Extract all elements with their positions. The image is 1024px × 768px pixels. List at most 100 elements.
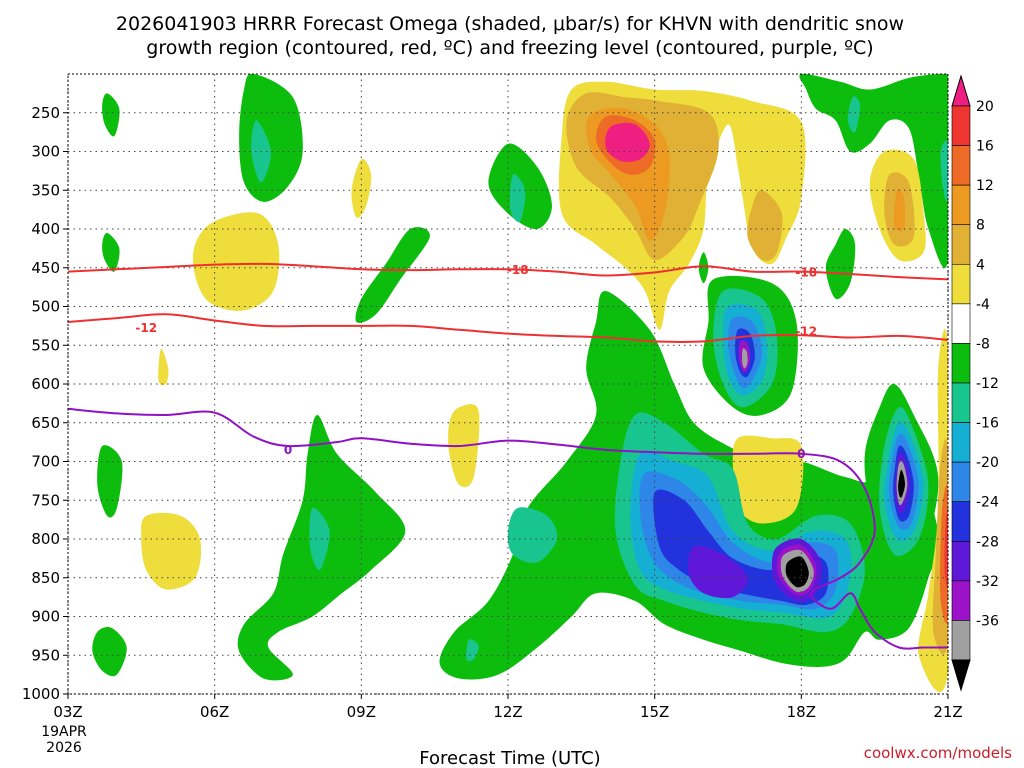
omega-region-31 (825, 229, 856, 300)
omega-region-6 (355, 227, 430, 323)
colorbar-label-2: 12 (976, 178, 994, 194)
omega-region-54 (898, 469, 906, 498)
y-tick-label-750: 750 (31, 491, 60, 509)
chart-title-line-1: 2026041903 HRRR Forecast Omega (shaded, … (116, 13, 904, 35)
omega-region-38 (742, 348, 748, 369)
omega-region-19 (732, 435, 804, 524)
colorbar-label-4: 4 (976, 257, 985, 273)
colorbar-label-11: -28 (976, 534, 999, 550)
omega-region-15 (92, 627, 127, 677)
y-tick-label-450: 450 (31, 259, 60, 277)
omega-region-30 (893, 188, 906, 232)
omega-region-11 (97, 445, 123, 518)
y-tick-label-800: 800 (31, 530, 60, 548)
dgz-warm-boundary-label: -12 (135, 321, 157, 335)
omega-region-57 (507, 507, 558, 563)
colorbar-band-6 (951, 343, 971, 384)
omega-region-5 (351, 158, 372, 218)
omega-region-32 (698, 252, 709, 284)
y-tick-label-500: 500 (31, 298, 60, 316)
freezing-level-label: 0 (284, 443, 292, 457)
colorbar-top-arrow (951, 74, 971, 107)
dgz-warm-boundary-east-label: -12 (795, 324, 817, 338)
x-axis-label: Forecast Time (UTC) (419, 748, 600, 768)
y-tick-label-350: 350 (31, 181, 60, 199)
colorbar-band-5 (951, 303, 971, 344)
colorbar-label-10: -24 (976, 495, 999, 511)
x-tick-label-15Z: 15Z (640, 703, 669, 721)
x-tick-label-21Z: 21Z (933, 703, 962, 721)
y-tick-label-950: 950 (31, 646, 60, 664)
dgz-cold-boundary-east-label: -18 (795, 265, 817, 279)
colorbar-bottom-arrow (951, 659, 971, 692)
dgz-cold-boundary-line (68, 262, 948, 281)
y-tick-label-700: 700 (31, 453, 60, 471)
colorbar-band-0 (951, 105, 971, 146)
colorbar-band-12 (951, 580, 971, 621)
colorbar: 20 16 12 8 4 -4 -8 -12 -16 -20 -24 -28 -32 -36 (951, 74, 999, 692)
contour-lines: -12 -18 -18 -12 0 0 (68, 262, 948, 650)
dgz-warm-boundary-line (68, 313, 948, 343)
omega-region-47 (785, 556, 809, 588)
omega-region-4 (192, 212, 280, 311)
chart-title-line-2: growth region (contoured, red, ºC) and f… (146, 37, 873, 59)
x-tick-label-09Z: 09Z (347, 703, 376, 721)
plot-area: -12 -18 -18 -12 0 0 (67, 73, 949, 695)
omega-region-25 (747, 190, 783, 261)
x-tick-label-12Z: 12Z (493, 703, 522, 721)
y-tick-label-250: 250 (31, 104, 60, 122)
y-tick-label-650: 650 (31, 414, 60, 432)
colorbar-band-8 (951, 422, 971, 463)
x-axis: 03Z 06Z 09Z 12Z 15Z 18Z 21Z (53, 694, 963, 721)
omega-region-24 (605, 122, 650, 162)
y-tick-label-900: 900 (31, 608, 60, 626)
colorbar-band-10 (951, 501, 971, 542)
colorbar-label-6: -8 (976, 336, 990, 352)
credit-link[interactable]: coolwx.com/models (864, 744, 1012, 762)
y-tick-label-1000: 1000 (22, 685, 60, 703)
omega-region-3 (102, 232, 120, 272)
colorbar-label-9: -20 (976, 455, 999, 471)
colorbar-band-7 (951, 382, 971, 423)
colorbar-band-2 (951, 184, 971, 226)
omega-region-43 (688, 545, 748, 599)
colorbar-band-3 (951, 224, 971, 265)
omega-region-9 (158, 348, 169, 386)
omega-region-26 (799, 74, 948, 269)
colorbar-band-4 (951, 263, 971, 305)
y-tick-label-550: 550 (31, 336, 60, 354)
colorbar-label-5: -4 (976, 297, 990, 313)
y-axis: 250 300 350 400 450 500 550 600 650 700 750 800 850 9… (22, 104, 68, 703)
x-tick-label-06Z: 06Z (200, 703, 229, 721)
colorbar-label-1: 16 (976, 139, 994, 155)
omega-region-27 (847, 96, 861, 133)
omega-region-14 (309, 507, 330, 571)
colorbar-label-13: -36 (976, 613, 999, 629)
colorbar-band-13 (951, 620, 971, 661)
date-month-day: 19APR (41, 724, 87, 740)
y-tick-label-300: 300 (31, 143, 60, 161)
freezing-level-line (68, 407, 948, 650)
freezing-level-label-east-label: 0 (797, 447, 805, 461)
colorbar-label-8: -16 (976, 416, 999, 432)
colorbar-label-7: -12 (976, 376, 999, 392)
colorbar-band-9 (951, 461, 971, 503)
y-tick-label-600: 600 (31, 375, 60, 393)
colorbar-label-12: -32 (976, 574, 999, 590)
omega-region-61 (944, 511, 948, 589)
dgz-cold-boundary-label: -18 (507, 263, 529, 277)
y-tick-label-850: 850 (31, 569, 60, 587)
colorbar-band-11 (951, 540, 971, 582)
colorbar-label-3: 8 (976, 218, 985, 234)
date-year: 2026 (46, 740, 82, 756)
omega-region-8 (509, 174, 526, 223)
omega-region-2 (102, 93, 120, 137)
omega-region-12 (141, 512, 202, 590)
colorbar-label-0: 20 (976, 99, 994, 115)
y-tick-label-400: 400 (31, 220, 60, 238)
x-tick-label-03Z: 03Z (53, 703, 82, 721)
colorbar-band-1 (951, 145, 971, 186)
x-tick-label-18Z: 18Z (787, 703, 816, 721)
omega-shaded-regions (92, 74, 948, 692)
